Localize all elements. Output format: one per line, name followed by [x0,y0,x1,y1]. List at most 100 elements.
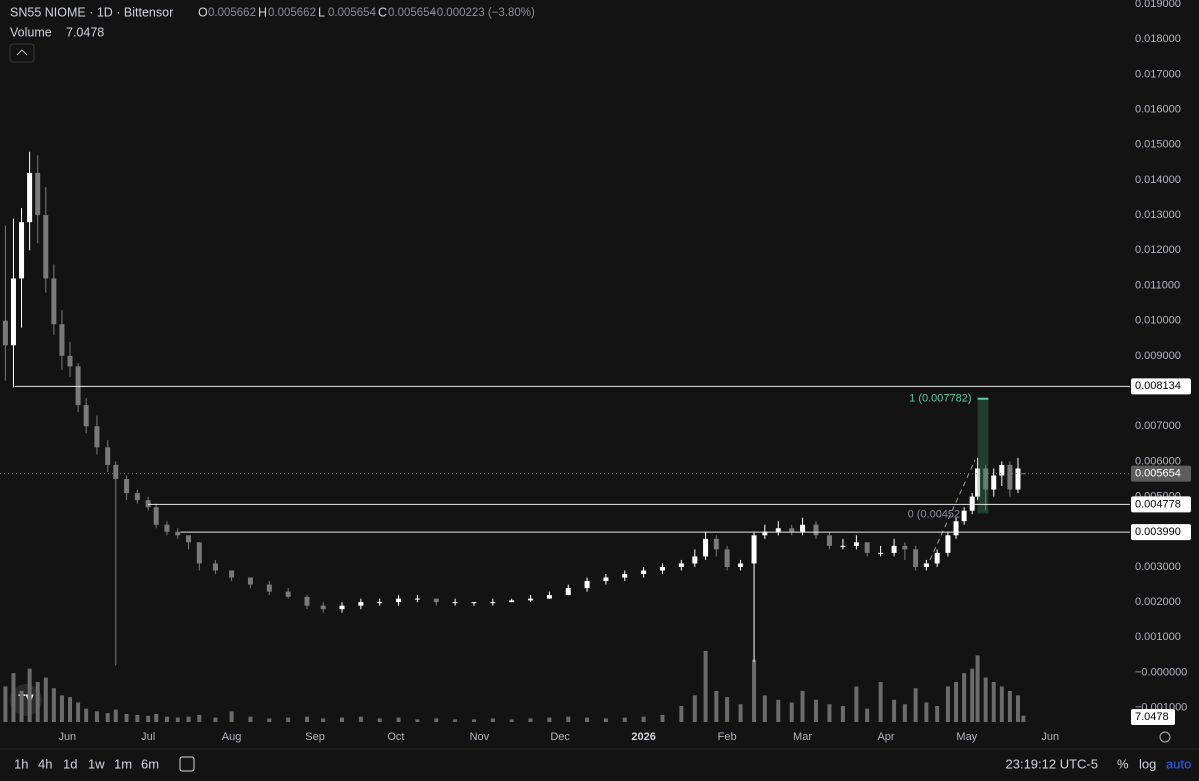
candle-body [603,577,609,582]
ohlc-value: 0.005654 [388,7,437,19]
volume-bar [267,718,272,722]
volume-bar [164,716,169,722]
volume-bar [415,719,420,722]
candle-body [622,574,628,578]
volume-bar [321,718,326,722]
volume-bar [945,686,950,722]
price-label-box [1131,524,1191,541]
x-tick-label: Nov [470,731,490,743]
interval-button[interactable]: 1w [88,756,105,771]
volume-bar [854,686,859,722]
volume-bar [377,718,382,722]
volume-bar [175,717,180,722]
compare-icon[interactable] [179,756,195,772]
x-tick-label: Dec [550,731,570,743]
candle-body [934,552,940,564]
interval-button[interactable]: 1h [14,756,28,771]
candle-body [891,545,897,553]
ohlc-value: 0.005662 [268,7,316,19]
ohlc-key: L [318,5,325,19]
volume-bar [970,668,975,722]
ohlc-value: 0.005654 [328,7,377,19]
volume-bar [528,718,533,722]
volume-bar [340,717,345,722]
y-tick-label: 0.001000 [1135,631,1181,643]
y-tick-label: 0.012000 [1135,244,1181,256]
candle-body [247,577,253,585]
candle-body [864,542,870,553]
volume-bar [660,714,665,722]
volume-bar [585,717,590,722]
fib-trend-line [929,459,976,561]
y-tick-label: −0.000000 [1135,666,1187,678]
volume-bar [547,717,552,722]
volume-bar [146,715,151,722]
volume-bar [1015,695,1020,722]
candle-body [724,549,730,567]
x-tick-label: Aug [222,731,242,743]
candle-body [762,531,768,536]
collapse-button[interactable] [9,43,35,63]
volume-bar [124,714,129,722]
candle-body [186,535,192,543]
y-tick-label: 0.009000 [1135,350,1181,362]
price-label: 0.008134 [1135,380,1181,392]
option[interactable]: log [1139,756,1156,771]
candle-body [358,602,364,606]
volume-bar [622,717,627,722]
volume-bar [213,717,218,722]
volume-bar [725,697,730,722]
volume-bar [76,702,81,722]
volume-bar [954,682,959,722]
option[interactable]: auto [1166,756,1191,771]
volume-label-box [1131,709,1175,725]
ohlc-key: O [198,5,208,19]
volume-bar [434,718,439,722]
candle-body [913,549,919,567]
volume-bar [692,695,697,722]
y-tick-label: 0.019000 [1135,0,1181,10]
volume-bar [59,695,64,722]
candle-body [266,584,272,592]
volume-bar [865,708,870,722]
volume-label: Volume [10,25,52,39]
volume-bar [703,650,708,722]
volume-bar [19,690,24,722]
interval-button[interactable]: 1m [114,756,132,771]
option[interactable]: % [1117,756,1129,771]
candle-body [304,596,310,606]
volume-bar [135,714,140,722]
interval-button[interactable]: 6m [141,756,159,771]
candle-body [826,535,832,546]
fib-bottom-label: 0 (0.00452 [908,508,961,520]
candle-body [1015,468,1021,490]
interval-button[interactable]: 1d [63,756,77,771]
volume-bar [35,682,40,722]
candle-body [229,570,235,578]
candle-body [961,510,967,522]
marks [2,151,1026,722]
candle-body [75,366,81,406]
candle-body [196,542,202,564]
volume-bar [776,699,781,722]
volume-axis-label: 7.0478 [1135,711,1169,723]
candle-body [509,600,515,603]
y-tick-label: 0.018000 [1135,33,1181,45]
logo [10,684,42,716]
settings-icon[interactable] [1159,731,1171,743]
y-tick-label: 0.013000 [1135,209,1181,221]
interval-button[interactable]: 4h [38,756,52,771]
candle-body [452,602,458,604]
volume-bar [789,702,794,722]
volume-bar [827,704,832,722]
y-tick-label: 0.003000 [1135,561,1181,573]
x-tick-label: Sep [305,731,325,743]
candle-body [471,602,477,604]
candle-body [490,602,496,604]
volume-bar [641,716,646,722]
volume-bar [154,714,159,722]
y-tick-label: 0.017000 [1135,68,1181,80]
candle-body [991,475,997,490]
candle-body [51,278,57,325]
